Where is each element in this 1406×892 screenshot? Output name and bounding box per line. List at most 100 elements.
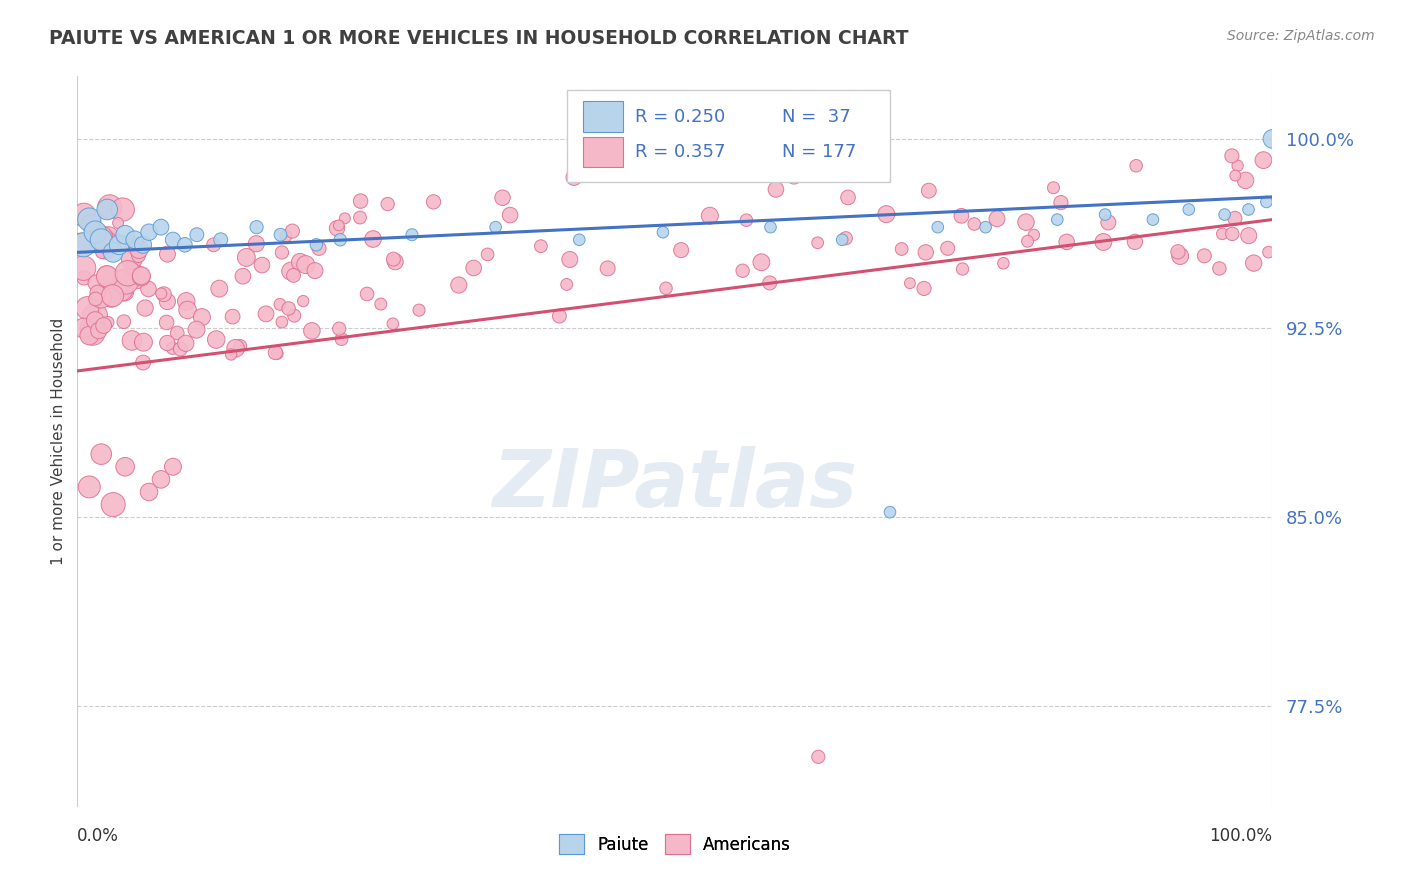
Point xyxy=(254,307,277,321)
Point xyxy=(84,225,107,239)
Point xyxy=(1092,235,1115,249)
Point xyxy=(918,184,941,198)
Point xyxy=(79,328,101,343)
Point xyxy=(280,264,302,278)
Point xyxy=(1261,132,1284,146)
Point xyxy=(1243,256,1265,270)
Point xyxy=(463,260,485,275)
Point xyxy=(246,220,269,235)
Point xyxy=(264,345,287,359)
Point xyxy=(301,324,323,338)
Point xyxy=(349,211,371,225)
Point xyxy=(304,263,326,277)
Point xyxy=(408,303,430,318)
Point xyxy=(129,269,152,284)
Point xyxy=(1211,227,1233,241)
Point xyxy=(219,347,242,361)
Point xyxy=(768,151,790,165)
Point xyxy=(384,254,406,268)
Point xyxy=(879,505,901,519)
Point xyxy=(114,275,136,289)
Point xyxy=(150,472,173,486)
Point xyxy=(783,169,806,183)
Point xyxy=(305,237,328,252)
FancyBboxPatch shape xyxy=(583,102,623,132)
Point xyxy=(735,213,758,227)
Point xyxy=(333,211,356,226)
Text: N =  37: N = 37 xyxy=(783,108,851,126)
Point xyxy=(138,225,160,239)
Point xyxy=(751,255,773,269)
Point xyxy=(329,233,352,247)
Point xyxy=(1046,212,1069,227)
Point xyxy=(447,277,470,292)
Point xyxy=(1094,208,1116,222)
Point xyxy=(103,201,125,215)
Point xyxy=(97,277,120,291)
Point xyxy=(283,268,305,283)
Point xyxy=(72,261,94,276)
Point xyxy=(84,276,107,290)
Point xyxy=(271,315,294,329)
Point xyxy=(1223,211,1246,226)
Point xyxy=(1125,159,1147,173)
Point xyxy=(1017,234,1039,248)
Point xyxy=(103,245,124,260)
Point xyxy=(330,332,353,346)
Point xyxy=(349,194,371,208)
Point xyxy=(1253,153,1275,168)
Point xyxy=(202,237,225,252)
Point xyxy=(156,336,179,351)
Point xyxy=(914,245,936,260)
Point xyxy=(103,498,124,512)
Point xyxy=(84,309,107,323)
Point xyxy=(1213,208,1236,222)
Point xyxy=(90,231,112,245)
Point xyxy=(758,276,780,290)
Point xyxy=(114,227,136,242)
Point xyxy=(1226,159,1249,173)
Point xyxy=(132,335,155,350)
Point xyxy=(1208,261,1230,276)
Point xyxy=(558,252,581,267)
Point xyxy=(162,341,184,355)
Point xyxy=(270,227,292,242)
Point xyxy=(655,281,678,295)
Point xyxy=(186,227,208,242)
Point xyxy=(112,315,135,329)
Point xyxy=(765,182,787,196)
Point xyxy=(124,233,146,247)
Point xyxy=(132,237,155,252)
Point xyxy=(266,346,288,360)
Point xyxy=(1257,245,1279,260)
Point xyxy=(84,313,107,327)
Point xyxy=(156,247,179,261)
Point xyxy=(87,324,110,338)
Point xyxy=(1237,228,1260,243)
Point xyxy=(90,291,112,305)
Point xyxy=(111,202,134,217)
Point xyxy=(1237,202,1260,217)
Point xyxy=(108,237,131,252)
Point xyxy=(134,301,156,315)
Point xyxy=(361,232,384,246)
Point xyxy=(270,245,292,260)
Point xyxy=(1256,194,1278,209)
Point xyxy=(837,190,859,204)
Point xyxy=(477,247,499,261)
Text: N = 177: N = 177 xyxy=(783,143,856,161)
Point xyxy=(72,321,94,335)
Point xyxy=(875,207,897,221)
Legend: Paiute, Americans: Paiute, Americans xyxy=(553,828,797,861)
Point xyxy=(328,321,350,335)
Point xyxy=(166,326,188,340)
Point xyxy=(73,270,96,285)
Point xyxy=(950,209,973,223)
Point xyxy=(96,268,118,282)
Point xyxy=(1050,195,1073,210)
Point xyxy=(162,459,184,474)
Point xyxy=(807,235,830,250)
Point xyxy=(82,326,104,341)
Point xyxy=(326,221,349,235)
Point xyxy=(759,220,782,235)
